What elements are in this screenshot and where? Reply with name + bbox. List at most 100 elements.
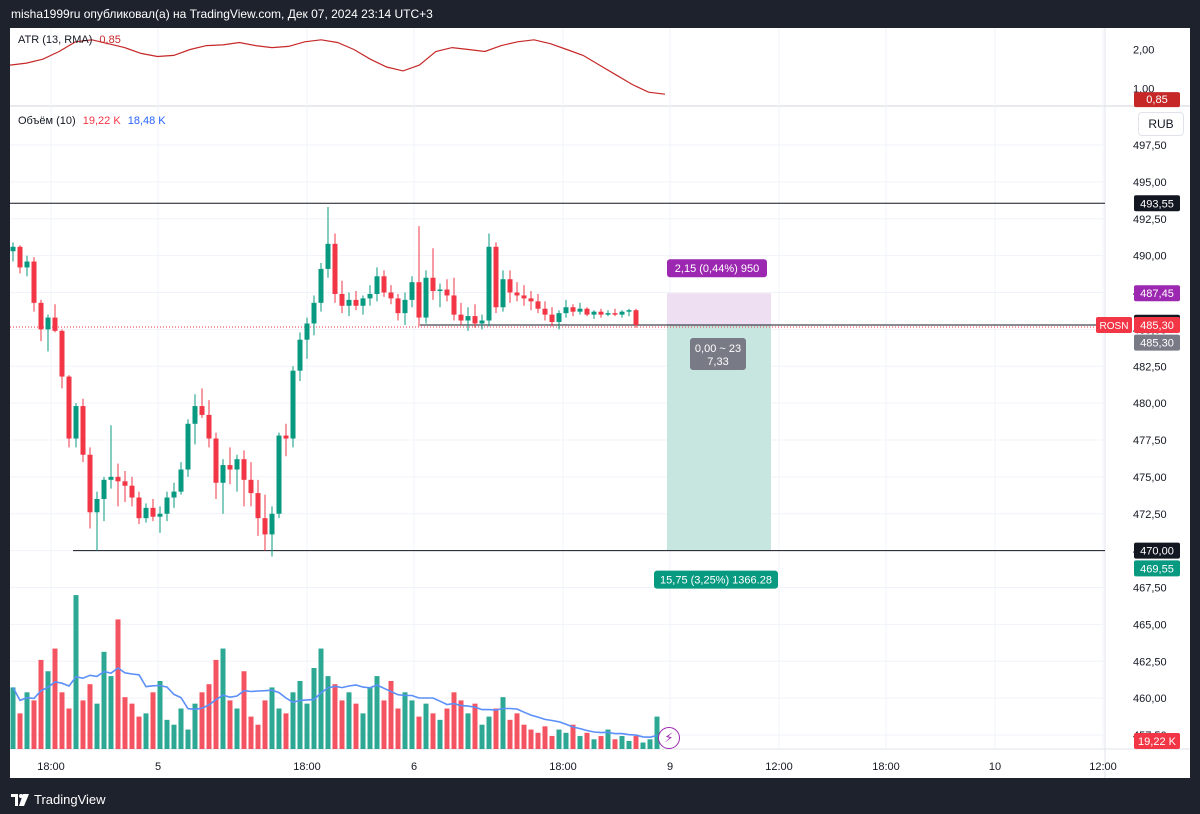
candle-body — [10, 246, 16, 252]
candle-body — [458, 314, 464, 321]
y-tick-label: 475,00 — [1133, 472, 1167, 484]
volume-bar — [654, 716, 660, 749]
tradingview-logo[interactable]: TradingView — [11, 792, 106, 807]
candle-body — [332, 243, 338, 294]
volume-bar — [528, 729, 534, 749]
volume-bar — [241, 671, 247, 749]
candle-body — [549, 314, 555, 322]
volume-bar — [633, 736, 639, 749]
volume-bar — [101, 651, 107, 749]
candle-body — [227, 465, 233, 470]
y-tick-label: 497,50 — [1133, 140, 1167, 152]
candle-body — [500, 279, 506, 308]
candle-body — [164, 497, 170, 514]
volume-bar — [409, 700, 415, 749]
candle-body — [514, 292, 520, 296]
volume-bar — [59, 692, 65, 749]
x-tick-label: 18:00 — [549, 761, 577, 773]
volume-bar — [458, 700, 464, 749]
chart-panel[interactable]: 497,50495,00492,50490,00487,50485,00482,… — [10, 28, 1190, 778]
candle-body — [444, 289, 450, 296]
candle-body — [150, 507, 156, 517]
volume-bar — [318, 648, 324, 749]
atr-legend[interactable]: ATR (13, RMA) 0,85 — [18, 34, 121, 46]
candle-body — [479, 320, 485, 324]
candle-body — [402, 299, 408, 314]
y-tick-label: 480,00 — [1133, 398, 1167, 410]
y-tick-label: 495,00 — [1133, 177, 1167, 189]
candle-body — [430, 277, 436, 292]
candle-body — [304, 323, 310, 340]
volume-bar — [423, 703, 429, 749]
currency-button[interactable]: RUB — [1138, 112, 1184, 136]
price-tag-label: 469,55 — [1140, 563, 1174, 575]
atr-legend-value: 0,85 — [99, 34, 121, 46]
volume-bar — [185, 729, 191, 749]
volume-bar — [38, 659, 44, 749]
candle-body — [437, 289, 443, 292]
candle-body — [269, 513, 275, 535]
x-tick-label: 18:00 — [293, 761, 321, 773]
candle-body — [108, 476, 114, 480]
candle-body — [591, 311, 597, 315]
volume-bar — [171, 724, 177, 749]
volume-bar — [521, 724, 527, 749]
lightning-icon[interactable]: ⚡ — [658, 727, 680, 749]
volume-bar — [297, 680, 303, 749]
candle-body — [38, 302, 44, 330]
candle-body — [584, 308, 590, 315]
y-tick-label: 465,00 — [1133, 619, 1167, 631]
x-tick-label: 6 — [411, 761, 417, 773]
x-tick-label: 9 — [667, 761, 673, 773]
volume-bar — [311, 668, 317, 749]
candle-body — [283, 435, 289, 439]
volume-bar — [598, 736, 604, 749]
candle-body — [486, 246, 492, 321]
volume-bar — [626, 740, 632, 749]
x-tick-label: 12:00 — [765, 761, 793, 773]
position-stop-label: 15,75 (3,25%) 1366.28 — [660, 575, 772, 587]
volume-legend-value-2: 18,48 K — [127, 115, 166, 127]
volume-bar — [10, 687, 16, 749]
price-tag-label: 487,45 — [1140, 288, 1174, 300]
volume-legend[interactable]: Объём (10) 19,22 K 18,48 K — [18, 115, 166, 127]
position-target-label: 2,15 (0,44%) 950 — [675, 263, 759, 275]
volume-value-tag — [1134, 733, 1180, 749]
atr-legend-name: ATR (13, RMA) — [18, 34, 93, 46]
volume-value-tag-label: 19,22 K — [1138, 736, 1177, 748]
candle-body — [262, 518, 268, 535]
candle-body — [493, 246, 499, 308]
candle-body — [381, 276, 387, 293]
volume-bar — [493, 708, 499, 749]
candle-body — [465, 316, 471, 321]
candle-body — [353, 299, 359, 306]
volume-bar — [80, 700, 86, 749]
position-target-zone — [667, 293, 771, 325]
candle-body — [325, 243, 331, 269]
volume-bar — [619, 736, 625, 749]
candle-body — [157, 513, 163, 517]
candle-body — [528, 298, 534, 302]
candle-body — [556, 313, 562, 322]
chart-canvas[interactable]: 497,50495,00492,50490,00487,50485,00482,… — [10, 28, 1190, 778]
x-tick-label: 5 — [155, 761, 161, 773]
candle-body — [206, 414, 212, 439]
volume-bar — [213, 659, 219, 749]
price-tag-label: 493,55 — [1140, 198, 1174, 210]
volume-bar — [353, 703, 359, 749]
price-tag — [1134, 334, 1180, 351]
candle-body — [17, 246, 23, 268]
candle-body — [45, 317, 51, 330]
candle-body — [395, 298, 401, 314]
candle-body — [311, 302, 317, 324]
position-center-label-1: 0,00 ~ 23 — [695, 343, 741, 355]
candle-body — [115, 476, 121, 482]
candle-body — [605, 313, 611, 315]
price-tag-label: 485,30 — [1140, 338, 1174, 350]
candle-body — [66, 376, 72, 439]
tradingview-logo-icon — [11, 793, 29, 806]
candle-body — [248, 479, 254, 494]
x-tick-label: 18:00 — [872, 761, 900, 773]
candle-body — [346, 299, 352, 306]
y-tick-label: 467,50 — [1133, 583, 1167, 595]
